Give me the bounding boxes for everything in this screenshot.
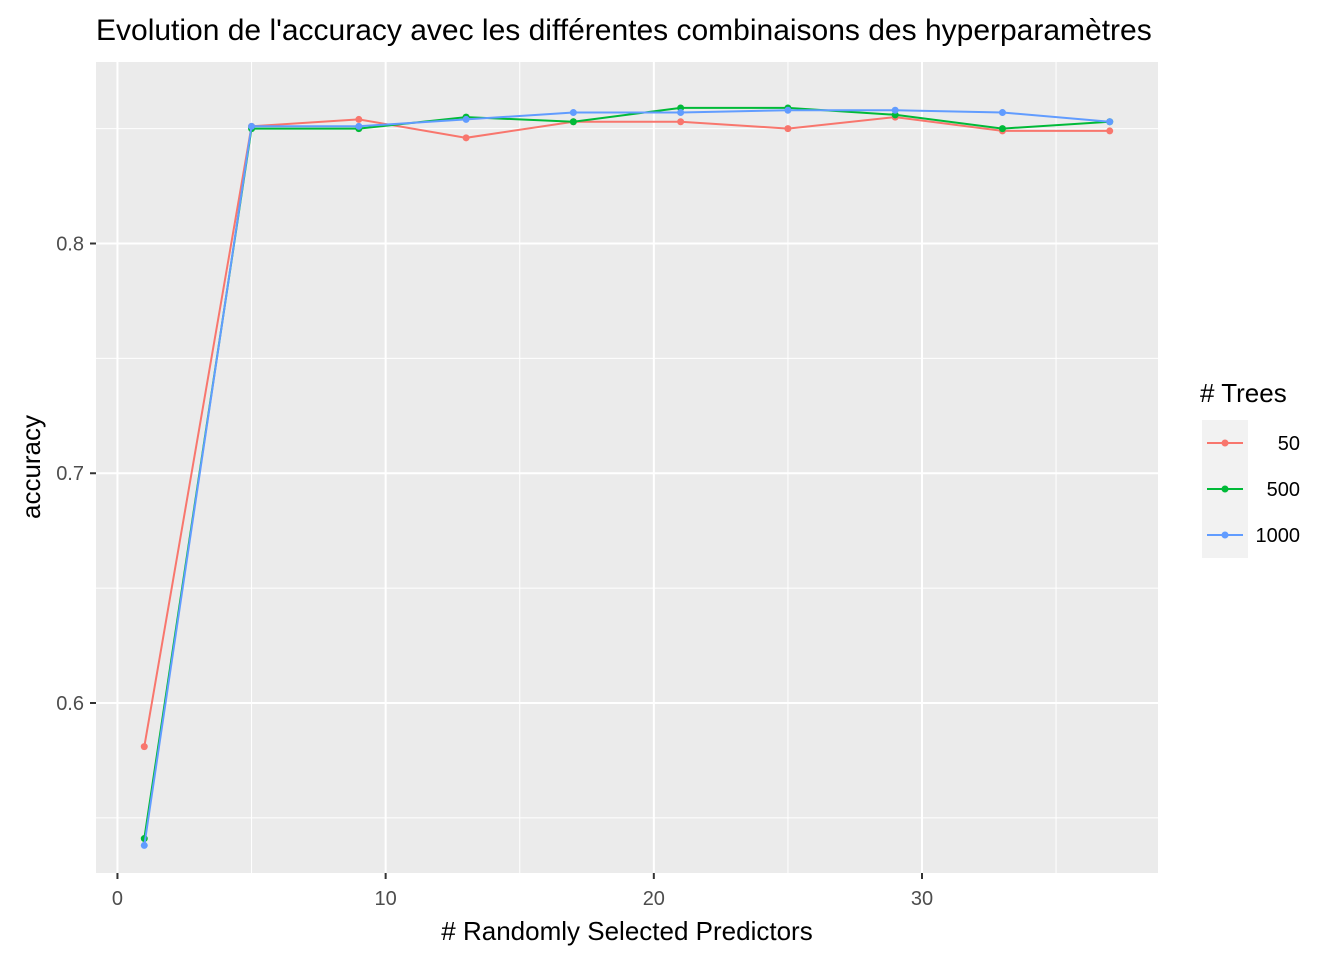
data-point [569,118,577,126]
x-tick-label: 20 [643,888,665,910]
data-point [677,109,685,117]
y-axis-title: accuracy [16,415,46,519]
legend-label: 50 [1278,433,1300,455]
legend-keys: 50 500 1000 [1202,420,1300,558]
data-point [248,122,256,130]
series-line [143,116,1110,747]
data-point [355,115,363,123]
data-point [677,118,685,126]
x-axis-title: # Randomly Selected Predictors [441,916,812,946]
series-1000 [140,106,1114,849]
legend-key-point [1221,531,1229,539]
x-tick-label: 10 [375,888,397,910]
data-point [998,109,1006,117]
series-line [143,106,1110,839]
y-tick-label: 0.7 [56,463,84,485]
legend-key-point [1221,485,1229,493]
data-point [784,106,792,114]
data-point [355,122,363,130]
legend-item-500: 500 [1202,466,1300,512]
data-point [1106,118,1114,126]
data-point [140,743,148,751]
data-point [569,109,577,117]
data-point [140,841,148,849]
x-tick-label: 30 [911,888,933,910]
chart-title: Evolution de l'accuracy avec les différe… [96,14,1152,47]
legend-label: 1000 [1256,525,1301,547]
y-tick-label: 0.6 [56,693,84,715]
grid-minor [96,62,1158,873]
legend-title: # Trees [1200,378,1287,408]
legend-key-point [1221,439,1229,447]
x-axis-ticks: 0 10 20 30 [112,873,933,910]
data-point [784,125,792,133]
data-point [891,106,899,114]
y-tick-label: 0.8 [56,233,84,255]
series-line [143,109,1110,846]
data-point [462,134,470,142]
legend-label: 500 [1267,479,1300,501]
data-point [1106,127,1114,135]
legend: # Trees 50 500 1000 [1200,378,1300,558]
x-tick-label: 0 [112,888,123,910]
series-layer [140,104,1114,849]
y-axis-ticks: 0.6 0.7 0.8 [56,233,96,715]
grid-major [96,62,1158,873]
legend-item-50: 50 [1202,420,1300,466]
data-point [998,125,1006,133]
plot-panel [96,62,1158,873]
legend-item-1000: 1000 [1202,512,1300,558]
data-point [462,115,470,123]
